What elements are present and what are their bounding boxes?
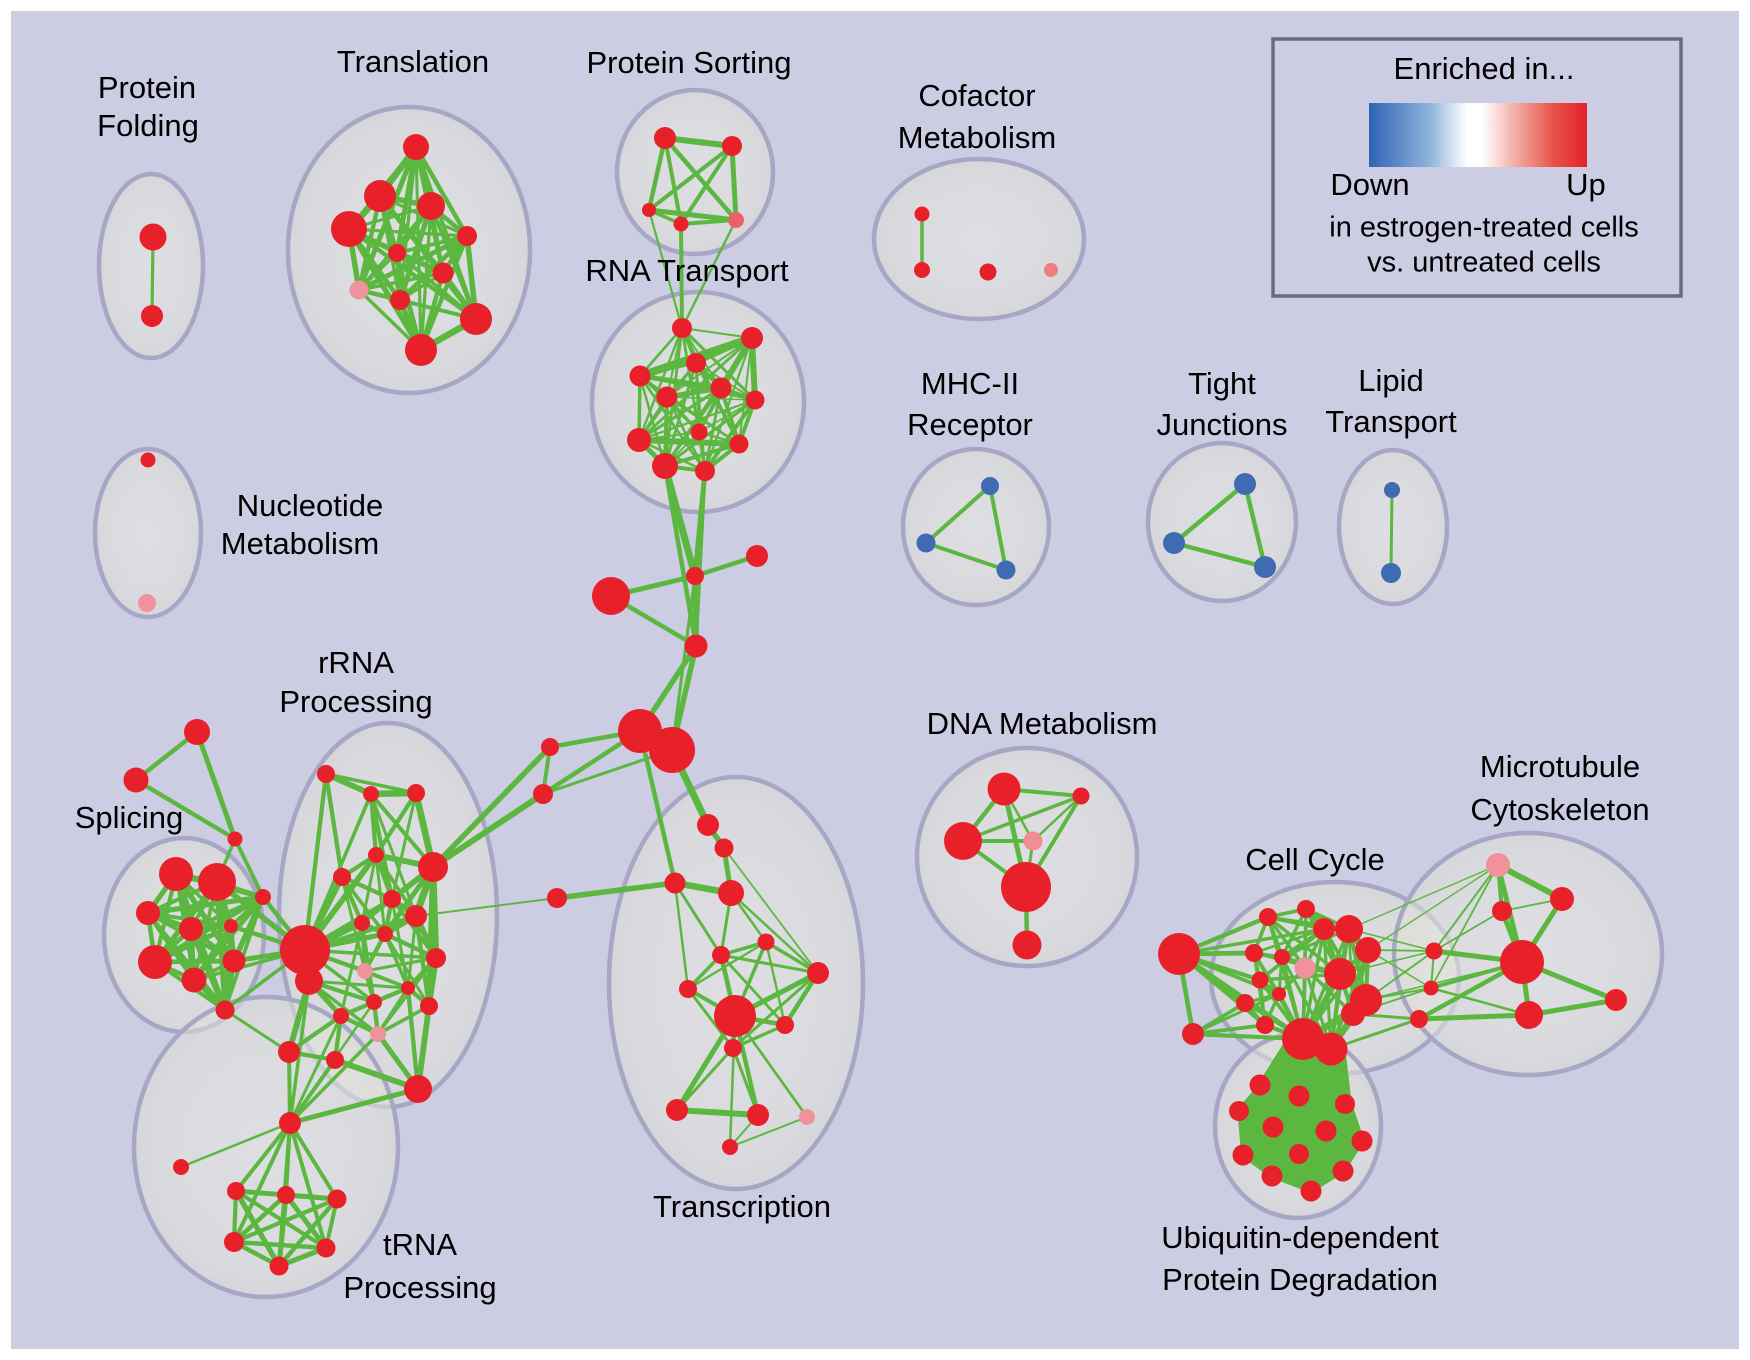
svg-text:in estrogen-treated cells: in estrogen-treated cells	[1329, 212, 1639, 244]
svg-text:Cofactor: Cofactor	[918, 78, 1035, 113]
svg-text:Receptor: Receptor	[907, 407, 1033, 442]
svg-text:DNA Metabolism: DNA Metabolism	[927, 706, 1158, 741]
svg-text:vs. untreated cells: vs. untreated cells	[1367, 247, 1601, 279]
svg-text:Splicing: Splicing	[75, 800, 184, 835]
svg-text:Protein Sorting: Protein Sorting	[586, 45, 791, 80]
svg-text:Junctions: Junctions	[1157, 407, 1288, 442]
svg-text:RNA Transport: RNA Transport	[585, 253, 789, 288]
svg-text:Tight: Tight	[1188, 366, 1256, 401]
svg-text:Processing: Processing	[343, 1270, 496, 1305]
svg-text:rRNA: rRNA	[318, 645, 394, 680]
svg-text:Protein Degradation: Protein Degradation	[1162, 1262, 1438, 1297]
svg-text:Enriched in...: Enriched in...	[1394, 51, 1575, 86]
svg-text:Lipid: Lipid	[1358, 363, 1424, 398]
svg-text:Folding: Folding	[97, 108, 199, 143]
svg-text:Protein: Protein	[98, 70, 196, 105]
svg-text:Microtubule: Microtubule	[1480, 749, 1640, 784]
svg-text:Transcription: Transcription	[653, 1189, 831, 1224]
svg-text:tRNA: tRNA	[383, 1227, 457, 1262]
svg-text:Metabolism: Metabolism	[898, 120, 1057, 155]
svg-text:Translation: Translation	[337, 44, 489, 79]
svg-text:Processing: Processing	[279, 684, 432, 719]
svg-text:Up: Up	[1566, 167, 1606, 202]
svg-text:MHC-II: MHC-II	[921, 366, 1019, 401]
svg-text:Nucleotide: Nucleotide	[237, 488, 383, 523]
svg-text:Metabolism: Metabolism	[221, 526, 380, 561]
svg-text:Ubiquitin-dependent: Ubiquitin-dependent	[1161, 1220, 1439, 1255]
svg-text:Down: Down	[1330, 167, 1409, 202]
svg-text:Cytoskeleton: Cytoskeleton	[1470, 792, 1649, 827]
svg-text:Transport: Transport	[1325, 404, 1457, 439]
svg-text:Cell Cycle: Cell Cycle	[1245, 842, 1385, 877]
